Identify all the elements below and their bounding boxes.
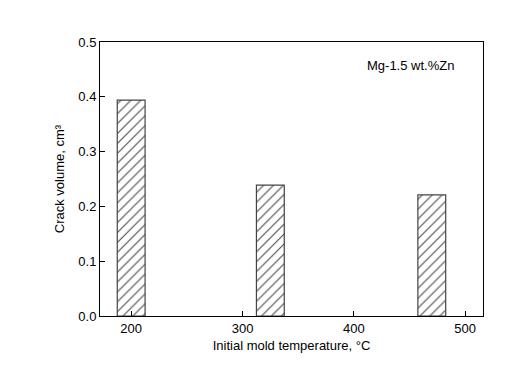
svg-text:0.2: 0.2	[78, 199, 96, 214]
svg-text:500: 500	[454, 321, 476, 336]
svg-text:0.1: 0.1	[78, 254, 96, 269]
svg-text:0.3: 0.3	[78, 144, 96, 159]
svg-text:0.0: 0.0	[78, 309, 96, 324]
svg-text:200: 200	[120, 321, 142, 336]
svg-text:0.4: 0.4	[78, 89, 96, 104]
svg-text:300: 300	[232, 321, 254, 336]
svg-text:400: 400	[343, 321, 365, 336]
svg-text:0.5: 0.5	[78, 35, 96, 50]
svg-text:Initial mold temperature, °C: Initial mold temperature, °C	[213, 338, 371, 353]
svg-text:Crack volume, cm³: Crack volume, cm³	[52, 124, 67, 233]
svg-text:Mg-1.5 wt.%Zn: Mg-1.5 wt.%Zn	[367, 58, 454, 73]
